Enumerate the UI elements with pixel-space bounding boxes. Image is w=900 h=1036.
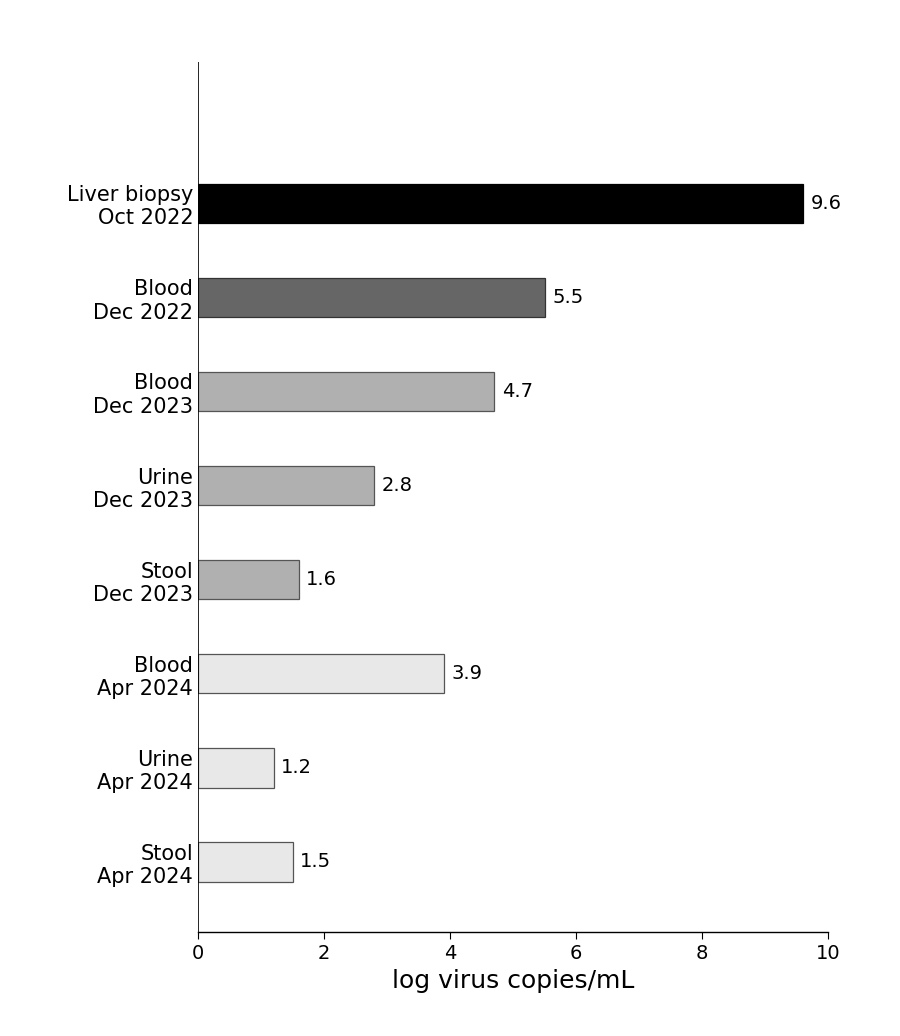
Text: 3.9: 3.9 xyxy=(451,664,482,683)
Text: 2.8: 2.8 xyxy=(382,476,413,495)
Bar xyxy=(198,559,299,600)
Bar xyxy=(198,278,544,317)
X-axis label: log virus copies/mL: log virus copies/mL xyxy=(392,969,634,992)
Text: 4.7: 4.7 xyxy=(501,382,533,401)
Bar xyxy=(198,748,274,787)
Bar xyxy=(198,842,292,882)
Text: 1.6: 1.6 xyxy=(306,570,338,589)
Text: 5.5: 5.5 xyxy=(552,288,583,307)
Text: 1.5: 1.5 xyxy=(300,853,331,871)
Bar xyxy=(198,654,444,693)
Text: 1.2: 1.2 xyxy=(281,758,312,777)
Bar xyxy=(198,372,494,411)
Bar xyxy=(198,466,374,506)
Bar xyxy=(198,183,803,223)
Text: 9.6: 9.6 xyxy=(810,194,842,212)
